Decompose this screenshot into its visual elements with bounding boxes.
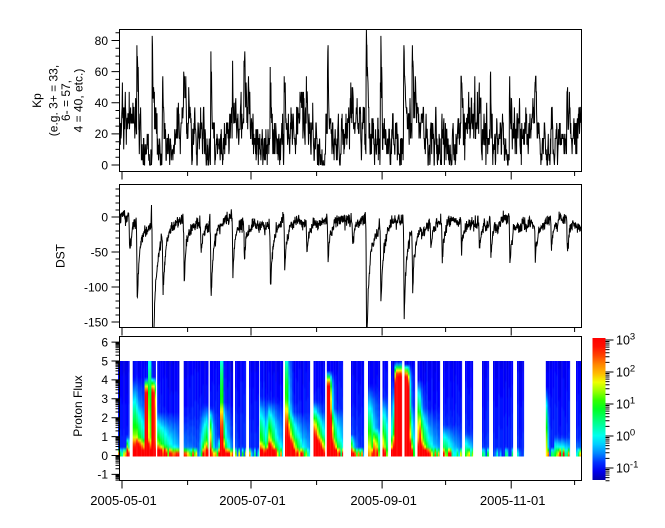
svg-text:Kp: Kp [30, 93, 44, 108]
svg-text:-50: -50 [91, 245, 109, 259]
svg-text:2005-09-01: 2005-09-01 [350, 493, 417, 508]
svg-text:2: 2 [101, 411, 108, 425]
svg-text:-150: -150 [84, 315, 108, 329]
svg-text:-100: -100 [84, 280, 108, 294]
svg-text:5: 5 [101, 354, 108, 368]
svg-text:3: 3 [101, 392, 108, 406]
svg-text:1: 1 [101, 430, 108, 444]
svg-text:4 = 40, etc.): 4 = 40, etc.) [72, 69, 86, 133]
svg-text:0: 0 [101, 210, 108, 224]
svg-text:80: 80 [95, 34, 109, 48]
svg-text:-1: -1 [97, 468, 108, 482]
svg-text:Proton Flux: Proton Flux [71, 375, 85, 436]
svg-text:0: 0 [101, 449, 108, 463]
svg-text:2005-05-01: 2005-05-01 [90, 493, 157, 508]
svg-text:DST: DST [54, 243, 68, 268]
svg-text:60: 60 [95, 65, 109, 79]
svg-text:2005-07-01: 2005-07-01 [219, 493, 286, 508]
svg-text:2005-11-01: 2005-11-01 [480, 493, 546, 508]
svg-text:40: 40 [95, 96, 109, 110]
svg-text:4: 4 [101, 373, 108, 387]
svg-text:0: 0 [101, 158, 108, 172]
svg-text:20: 20 [95, 127, 109, 141]
svg-text:6: 6 [101, 335, 108, 349]
